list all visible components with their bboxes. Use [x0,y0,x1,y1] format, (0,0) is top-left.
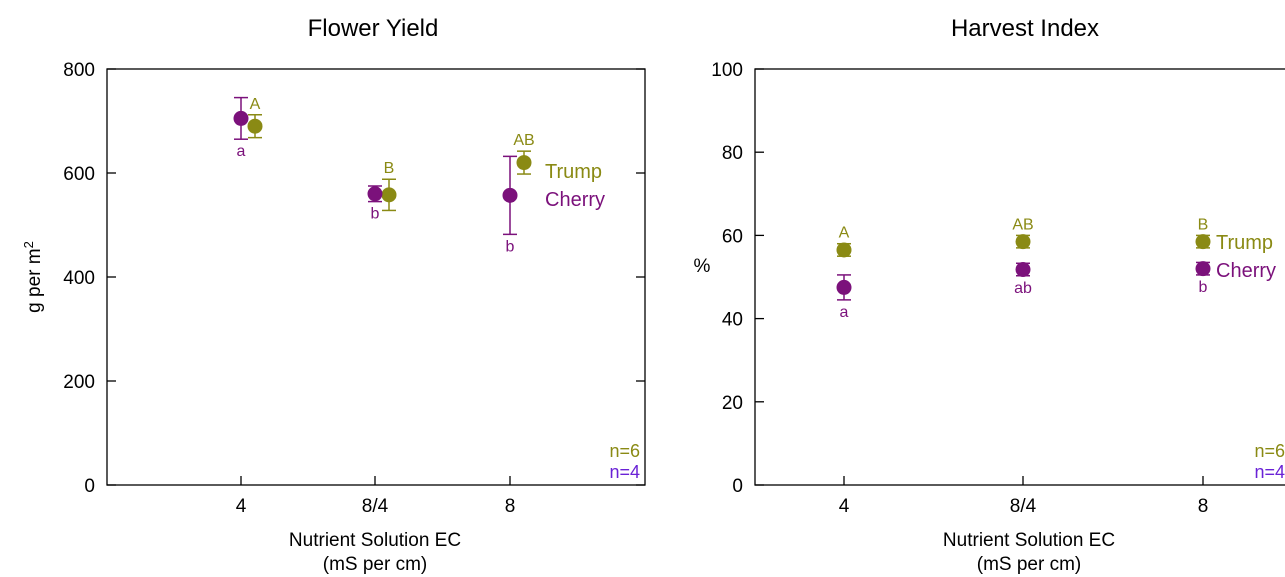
chart-title: Flower Yield [308,15,439,42]
x-tick-label: 4 [236,496,247,517]
trump-data-point [516,155,532,171]
cherry-data-point [502,187,518,203]
cherry-significance-letter: b [371,206,380,223]
trump-significance-letter: B [1198,216,1209,233]
trump-significance-letter: AB [513,132,534,149]
cherry-data-point [1195,261,1211,277]
x-tick-label: 8/4 [362,496,389,517]
x-tick-label: 4 [839,496,850,517]
n-trump-label: n=6 [609,441,640,461]
y-tick-label: 80 [722,143,743,164]
trump-significance-letter: AB [1012,216,1033,233]
cherry-data-point [1015,262,1031,278]
y-axis-label: g per m2 [21,241,46,313]
plot-frame [754,68,1285,486]
x-axis-label: Nutrient Solution EC [289,530,461,551]
y-axis-label-superscript: 2 [21,241,36,248]
y-tick-label: 40 [722,310,743,331]
y-tick-label: 60 [722,226,743,247]
plot-frame [106,68,646,486]
cherry-data-point [367,186,383,202]
legend-cherry: Cherry [545,189,605,211]
trump-data-point [247,118,263,134]
y-tick-label: 0 [84,476,95,497]
trump-data-point [1195,234,1211,250]
trump-data-point [836,242,852,258]
x-tick-label: 8 [1198,496,1209,517]
trump-data-point [381,187,397,203]
x-axis-label: Nutrient Solution EC [943,530,1115,551]
trump-significance-letter: A [250,96,261,113]
legend-trump: Trump [1216,232,1273,254]
cherry-significance-letter: b [1199,279,1208,296]
n-trump-label: n=6 [1254,441,1285,461]
chart-title: Harvest Index [951,15,1099,42]
trump-data-point [1015,234,1031,250]
cherry-data-point [836,279,852,295]
trump-significance-letter: B [384,160,395,177]
trump-significance-letter: A [839,225,850,242]
cherry-significance-letter: b [506,238,515,255]
x-tick-label: 8 [505,496,516,517]
y-tick-label: 400 [63,268,95,289]
cherry-significance-letter: a [840,304,849,321]
flower-yield-panel: Flower Yield 0 200 400 600 800 4 8/4 8 Nutrient S… [21,15,646,575]
cherry-significance-letter: a [237,143,246,160]
harvest-index-panel: Harvest Index 0 20 40 60 80 100 4 8/4 8 Nutrient S… [694,15,1285,575]
x-axis-sublabel: (mS per cm) [323,554,428,575]
cherry-significance-letter: ab [1014,280,1032,297]
y-tick-label: 20 [722,393,743,414]
legend-trump: Trump [545,161,602,183]
y-axis-label: % [694,256,711,277]
cherry-data-point [233,110,249,126]
x-tick-label: 8/4 [1010,496,1037,517]
y-tick-label: 0 [732,476,743,497]
x-axis-sublabel: (mS per cm) [977,554,1082,575]
n-cherry-label: n=4 [1254,462,1285,482]
y-tick-label: 100 [711,60,743,81]
legend-cherry: Cherry [1216,260,1276,282]
y-tick-label: 600 [63,164,95,185]
n-cherry-label: n=4 [609,462,640,482]
y-tick-label: 800 [63,60,95,81]
y-tick-label: 200 [63,372,95,393]
